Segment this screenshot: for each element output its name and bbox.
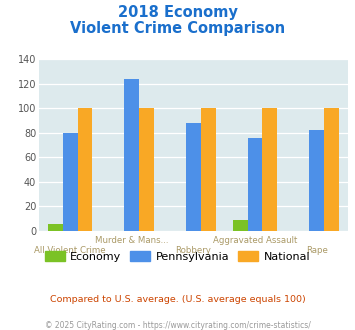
Bar bbox=[262, 109, 277, 231]
Bar bbox=[63, 133, 78, 231]
Bar bbox=[201, 109, 215, 231]
Text: Aggravated Assault: Aggravated Assault bbox=[213, 236, 297, 245]
Bar bbox=[186, 123, 201, 231]
Text: Compared to U.S. average. (U.S. average equals 100): Compared to U.S. average. (U.S. average … bbox=[50, 295, 305, 304]
Bar bbox=[309, 130, 324, 231]
Bar bbox=[139, 109, 154, 231]
Bar bbox=[324, 109, 339, 231]
Text: © 2025 CityRating.com - https://www.cityrating.com/crime-statistics/: © 2025 CityRating.com - https://www.city… bbox=[45, 321, 310, 330]
Text: 2018 Economy: 2018 Economy bbox=[118, 5, 237, 20]
Legend: Economy, Pennsylvania, National: Economy, Pennsylvania, National bbox=[40, 247, 315, 267]
Text: Violent Crime Comparison: Violent Crime Comparison bbox=[70, 21, 285, 36]
Bar bbox=[125, 79, 139, 231]
Text: All Violent Crime: All Violent Crime bbox=[34, 246, 106, 255]
Text: Murder & Mans...: Murder & Mans... bbox=[95, 236, 169, 245]
Bar bbox=[78, 109, 92, 231]
Text: Rape: Rape bbox=[306, 246, 328, 255]
Bar bbox=[233, 220, 248, 231]
Bar bbox=[48, 224, 63, 231]
Bar bbox=[248, 138, 262, 231]
Text: Robbery: Robbery bbox=[175, 246, 212, 255]
